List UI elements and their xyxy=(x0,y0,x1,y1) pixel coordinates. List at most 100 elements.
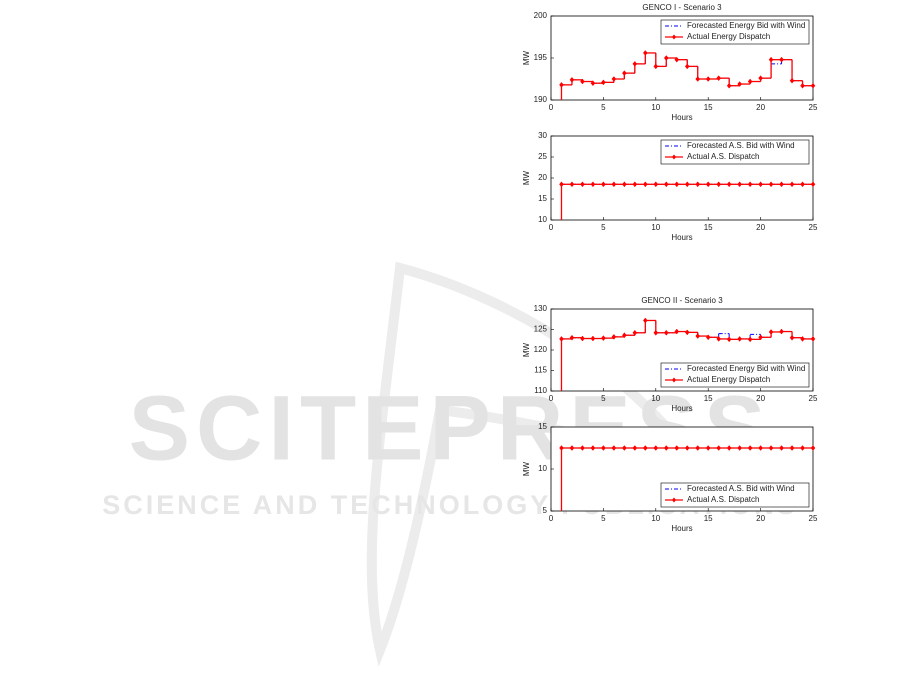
x-tick-label: 20 xyxy=(756,394,765,403)
marker xyxy=(674,181,680,188)
marker xyxy=(653,181,659,188)
x-tick-label: 15 xyxy=(704,103,713,112)
marker xyxy=(726,82,732,89)
marker xyxy=(737,81,742,87)
marker xyxy=(726,181,732,188)
legend-marker xyxy=(672,497,676,503)
marker xyxy=(622,181,627,188)
x-tick-label: 5 xyxy=(601,514,606,523)
x-tick-label: 10 xyxy=(651,223,660,232)
marker xyxy=(622,70,627,77)
marker xyxy=(684,445,690,451)
x-axis-label: Hours xyxy=(671,524,692,533)
marker xyxy=(559,336,564,342)
marker xyxy=(789,334,795,341)
legend xyxy=(660,482,810,508)
marker xyxy=(580,181,585,188)
marker xyxy=(737,336,742,342)
marker xyxy=(590,80,596,87)
marker xyxy=(810,181,816,188)
marker xyxy=(779,445,784,451)
legend xyxy=(660,19,810,45)
legend xyxy=(660,362,810,388)
marker xyxy=(601,181,606,188)
y-tick-label: 10 xyxy=(538,215,547,224)
marker xyxy=(695,181,701,188)
marker xyxy=(601,335,606,342)
marker xyxy=(768,56,774,63)
marker xyxy=(559,445,564,451)
marker xyxy=(695,445,701,451)
marker xyxy=(768,181,774,188)
marker xyxy=(705,76,711,82)
marker xyxy=(695,76,701,82)
marker xyxy=(674,56,680,63)
marker xyxy=(569,334,575,341)
marker xyxy=(779,181,784,188)
legend xyxy=(660,139,810,165)
marker xyxy=(726,336,732,343)
subplot: Hours MW 0 5 10 15 20 25 10 15 20 25 30 Forecasted A.… xyxy=(522,131,818,242)
marker xyxy=(622,445,627,451)
marker xyxy=(737,445,742,451)
x-axis-label: Hours xyxy=(671,113,692,122)
chart-title: GENCO I - Scenario 3 xyxy=(642,3,722,12)
x-axis-label: Hours xyxy=(671,233,692,242)
marker xyxy=(569,181,575,188)
marker xyxy=(747,336,753,343)
marker xyxy=(716,336,722,342)
marker xyxy=(611,333,617,340)
marker xyxy=(632,181,638,188)
y-tick-label: 120 xyxy=(534,345,548,354)
x-tick-label: 0 xyxy=(549,103,554,112)
marker xyxy=(590,181,596,188)
marker xyxy=(716,445,722,451)
marker xyxy=(747,445,753,451)
marker xyxy=(747,181,753,188)
marker xyxy=(674,328,680,335)
subplot: GENCO II - Scenario 3 Hours MW 0 5 10 15 20 25 11… xyxy=(522,296,818,413)
marker xyxy=(653,445,659,451)
y-tick-label: 15 xyxy=(538,194,547,203)
legend-marker xyxy=(672,34,676,40)
legend-label: Actual Energy Dispatch xyxy=(687,375,770,384)
marker xyxy=(580,445,585,451)
marker xyxy=(716,181,722,188)
y-tick-label: 190 xyxy=(534,95,548,104)
marker xyxy=(800,445,805,451)
marker xyxy=(559,181,564,188)
marker xyxy=(810,445,816,451)
marker xyxy=(716,75,722,82)
y-tick-label: 125 xyxy=(534,325,548,334)
marker xyxy=(653,329,659,336)
marker xyxy=(642,50,648,56)
x-tick-label: 5 xyxy=(601,223,606,232)
x-tick-label: 10 xyxy=(651,394,660,403)
marker xyxy=(632,445,638,451)
marker xyxy=(810,336,816,342)
marker xyxy=(663,181,669,188)
marker xyxy=(611,181,617,188)
y-tick-label: 200 xyxy=(534,11,548,20)
legend-label: Forecasted Energy Bid with Wind xyxy=(687,364,805,373)
legend-label: Forecasted Energy Bid with Wind xyxy=(687,21,805,30)
marker xyxy=(611,445,617,451)
x-tick-label: 20 xyxy=(756,103,765,112)
legend-marker xyxy=(672,154,676,160)
y-axis-label: MW xyxy=(522,170,531,185)
marker xyxy=(758,334,763,341)
marker xyxy=(684,63,690,70)
x-tick-label: 10 xyxy=(651,514,660,523)
marker xyxy=(789,445,795,451)
marker xyxy=(800,82,805,89)
marker xyxy=(569,445,575,451)
marker xyxy=(632,60,638,67)
marker xyxy=(653,63,659,70)
marker xyxy=(622,332,627,339)
marker xyxy=(580,335,585,342)
legend-label: Forecasted A.S. Bid with Wind xyxy=(687,141,795,150)
legend-label: Actual A.S. Dispatch xyxy=(687,495,759,504)
x-tick-label: 25 xyxy=(809,514,818,523)
marker xyxy=(810,82,816,89)
